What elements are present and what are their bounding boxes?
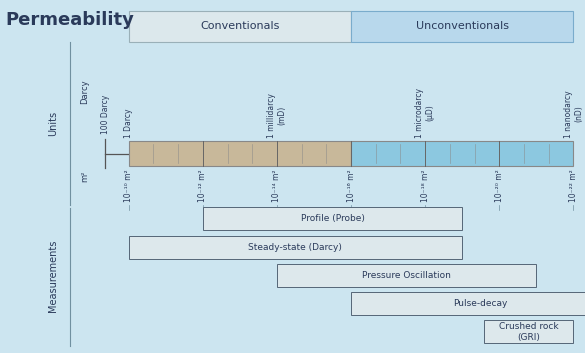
Bar	[351, 292, 585, 315]
Text: Crushed rock
(GRI): Crushed rock (GRI)	[499, 322, 559, 341]
Bar	[203, 207, 462, 230]
Text: Permeability: Permeability	[6, 11, 135, 29]
Text: Pressure Oscillation: Pressure Oscillation	[362, 271, 451, 280]
Bar	[484, 321, 573, 343]
Text: 10⁻²⁰ m²: 10⁻²⁰ m²	[495, 169, 504, 202]
Text: Profile (Probe): Profile (Probe)	[301, 214, 364, 223]
Text: 1 microdarcy
(μD): 1 microdarcy (μD)	[415, 88, 435, 138]
Text: 10⁻¹⁶ m²: 10⁻¹⁶ m²	[346, 169, 356, 202]
Text: 10⁻¹² m²: 10⁻¹² m²	[198, 169, 207, 202]
Bar	[277, 264, 536, 287]
Text: Conventionals: Conventionals	[200, 22, 280, 31]
Text: 10⁻²² m²: 10⁻²² m²	[569, 169, 578, 202]
Text: Darcy: Darcy	[80, 79, 90, 104]
Text: 10⁻¹⁸ m²: 10⁻¹⁸ m²	[421, 169, 429, 202]
Text: 1 nanodarcy
(nD): 1 nanodarcy (nD)	[563, 90, 583, 138]
Text: 1 Darcy: 1 Darcy	[124, 108, 133, 138]
Text: Pulse-decay: Pulse-decay	[453, 299, 508, 308]
Text: Measurements: Measurements	[47, 239, 58, 312]
Text: Steady-state (Darcy): Steady-state (Darcy)	[249, 243, 342, 252]
Text: Unconventionals: Unconventionals	[416, 22, 508, 31]
Text: 100 Darcy: 100 Darcy	[101, 95, 110, 134]
Bar	[129, 141, 351, 166]
Bar	[129, 236, 462, 258]
Text: 1 millidarcy
(mD): 1 millidarcy (mD)	[267, 93, 287, 138]
Bar	[351, 11, 573, 42]
Bar	[129, 11, 351, 42]
Text: 10⁻¹⁰ m²: 10⁻¹⁰ m²	[124, 169, 133, 202]
Text: Units: Units	[47, 111, 58, 136]
Text: 10⁻¹⁴ m²: 10⁻¹⁴ m²	[273, 169, 281, 202]
Bar	[351, 141, 573, 166]
Text: m²: m²	[80, 171, 90, 182]
